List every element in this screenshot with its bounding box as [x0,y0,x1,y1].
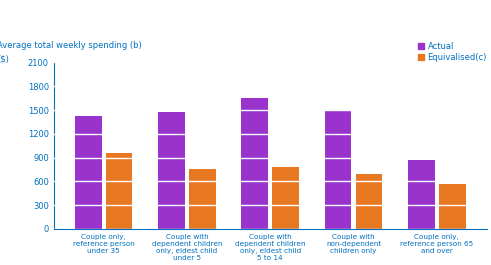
Bar [75,116,102,229]
Bar [189,169,216,229]
Bar [273,167,299,229]
Bar [106,153,133,229]
Bar [158,112,185,229]
Text: ($): ($) [0,54,9,63]
Legend: Actual, Equivalised(c): Actual, Equivalised(c) [418,42,487,62]
Bar [242,98,268,229]
Text: Average total weekly spending (b): Average total weekly spending (b) [0,41,142,50]
Bar [408,160,435,229]
Bar [355,174,382,229]
Bar [439,184,465,229]
Bar [325,110,352,229]
